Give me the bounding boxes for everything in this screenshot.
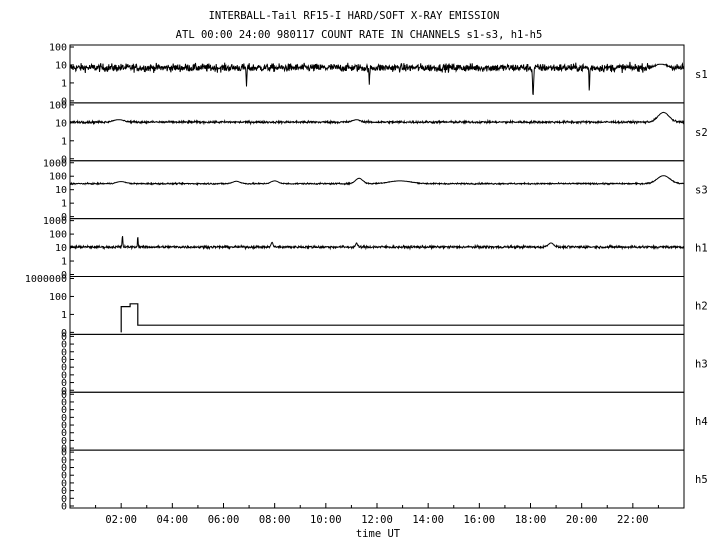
y-tick-label-h2: 100	[49, 292, 67, 303]
series-line-s1	[69, 61, 685, 96]
y-tick-label-h5: 0	[61, 502, 67, 513]
x-tick-label: 12:00	[361, 514, 393, 526]
y-tick-label-h4: 0	[61, 428, 67, 439]
y-tick-label-h3: 0	[61, 340, 67, 351]
y-tick-label-s3: 10	[55, 185, 67, 196]
y-tick-label-h3: 0	[61, 347, 67, 358]
y-tick-label-s1: 10	[55, 60, 67, 71]
panel-frame-s2	[69, 102, 685, 162]
panel-frame-h3	[69, 333, 685, 393]
y-tick-label-h1: 0	[61, 270, 67, 281]
y-tick-label-s2: 10	[55, 118, 67, 129]
y-tick-label-s3: 1000	[43, 158, 67, 169]
y-tick-label-h1: 10	[55, 243, 67, 254]
channel-label-h2: h2	[695, 300, 708, 312]
y-tick-label-s1: 1	[61, 78, 67, 89]
y-tick-label-s3: 0	[61, 212, 67, 223]
y-tick-label-h4: 0	[61, 390, 67, 401]
channel-label-h4: h4	[695, 416, 708, 428]
y-tick-label-h1: 1000	[43, 216, 67, 227]
panel-frame-h4	[69, 391, 685, 451]
y-tick-label-h3: 0	[61, 332, 67, 343]
channel-label-s1: s1	[695, 69, 708, 81]
y-tick-label-h4: 0	[61, 397, 67, 408]
x-tick-label: 06:00	[208, 514, 240, 526]
y-tick-label-h3: 0	[61, 378, 67, 389]
y-tick-label-h2: 0	[61, 328, 67, 339]
y-tick-label-h5: 0	[61, 471, 67, 482]
x-tick-label: 02:00	[105, 514, 137, 526]
y-tick-label-h2: 1	[61, 310, 67, 321]
channel-label-h1: h1	[695, 243, 708, 255]
y-tick-label-h4: 0	[61, 421, 67, 432]
panel-h2: h2 1000000 100 1 0	[25, 274, 708, 339]
x-tick-label: 14:00	[412, 514, 444, 526]
y-tick-label-h1: 100	[49, 230, 67, 241]
panels-group: s11001010s21001010s310001001010h11000100…	[25, 43, 708, 513]
series-line-s2	[69, 111, 685, 126]
y-tick-label-h5: 0	[61, 494, 67, 505]
y-tick-label-h4: 0	[61, 405, 67, 416]
y-tick-label-h3: 0	[61, 355, 67, 366]
y-tick-label-s1: 100	[49, 43, 67, 54]
y-tick-label-h2: 1000000	[25, 274, 67, 285]
x-tick-label: 16:00	[464, 514, 496, 526]
y-tick-label-h4: 0	[61, 444, 67, 455]
y-tick-label-s2: 1	[61, 136, 67, 147]
series-line-s3	[69, 175, 685, 187]
series-line-h2	[120, 303, 684, 333]
y-tick-label-s2: 100	[49, 100, 67, 111]
y-tick-label-h4: 0	[61, 413, 67, 424]
channel-label-s2: s2	[695, 127, 708, 139]
panel-frame-s3	[69, 160, 685, 220]
y-tick-label-h3: 0	[61, 386, 67, 397]
x-tick-label: 18:00	[515, 514, 547, 526]
panel-frame-s1	[69, 44, 685, 104]
y-tick-label-h3: 0	[61, 370, 67, 381]
x-tick-label: 20:00	[566, 514, 598, 526]
y-tick-label-h5: 0	[61, 448, 67, 459]
chart-title: INTERBALL-Tail RF15-I HARD/SOFT X-RAY EM…	[209, 10, 500, 22]
y-tick-label-h5: 0	[61, 486, 67, 497]
y-tick-label-s3: 100	[49, 172, 67, 183]
channel-label-s3: s3	[695, 185, 708, 197]
y-tick-label-h5: 0	[61, 478, 67, 489]
x-tick-label: 04:00	[157, 514, 189, 526]
channel-label-h5: h5	[695, 474, 708, 486]
y-tick-label-h5: 0	[61, 455, 67, 466]
x-tick-label: 08:00	[259, 514, 291, 526]
x-axis-label: time UT	[356, 528, 401, 540]
y-tick-label-h1: 1	[61, 257, 67, 268]
y-tick-label-h3: 0	[61, 363, 67, 374]
y-tick-label-s1: 0	[61, 96, 67, 107]
panel-frame-h5	[69, 449, 685, 509]
series-line-h1	[69, 235, 685, 251]
y-tick-label-s2: 0	[61, 154, 67, 165]
y-tick-label-s3: 1	[61, 199, 67, 210]
x-tick-label: 10:00	[310, 514, 342, 526]
x-axis: 02:00 04:00 06:00 08:00 10:00 12:00 14:00 16:00…	[95, 503, 659, 526]
channel-label-h3: h3	[695, 358, 708, 370]
x-tick-label: 22:00	[617, 514, 649, 526]
chart-subtitle: ATL 00:00 24:00 980117 COUNT RATE IN CHA…	[176, 29, 543, 41]
y-tick-label-h5: 0	[61, 463, 67, 474]
y-tick-label-h4: 0	[61, 436, 67, 447]
